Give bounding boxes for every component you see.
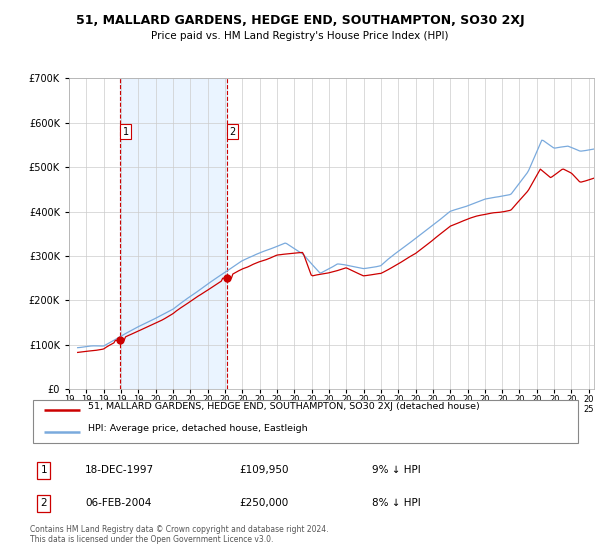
Text: HPI: Average price, detached house, Eastleigh: HPI: Average price, detached house, East… — [88, 424, 308, 433]
Text: 1: 1 — [123, 127, 129, 137]
Text: 06-FEB-2004: 06-FEB-2004 — [85, 498, 152, 508]
Bar — [120, 78, 227, 389]
FancyBboxPatch shape — [33, 400, 578, 443]
Text: 1: 1 — [40, 465, 47, 475]
Text: 2: 2 — [40, 498, 47, 508]
Text: £109,950: £109,950 — [240, 465, 289, 475]
Text: Contains HM Land Registry data © Crown copyright and database right 2024.
This d: Contains HM Land Registry data © Crown c… — [30, 525, 329, 544]
Text: £250,000: £250,000 — [240, 498, 289, 508]
Text: 8% ↓ HPI: 8% ↓ HPI — [372, 498, 421, 508]
Text: 51, MALLARD GARDENS, HEDGE END, SOUTHAMPTON, SO30 2XJ: 51, MALLARD GARDENS, HEDGE END, SOUTHAMP… — [76, 14, 524, 27]
Text: 2: 2 — [229, 127, 236, 137]
Text: 51, MALLARD GARDENS, HEDGE END, SOUTHAMPTON, SO30 2XJ (detached house): 51, MALLARD GARDENS, HEDGE END, SOUTHAMP… — [88, 402, 480, 411]
Text: Price paid vs. HM Land Registry's House Price Index (HPI): Price paid vs. HM Land Registry's House … — [151, 31, 449, 41]
Text: 18-DEC-1997: 18-DEC-1997 — [85, 465, 154, 475]
Text: 9% ↓ HPI: 9% ↓ HPI — [372, 465, 421, 475]
